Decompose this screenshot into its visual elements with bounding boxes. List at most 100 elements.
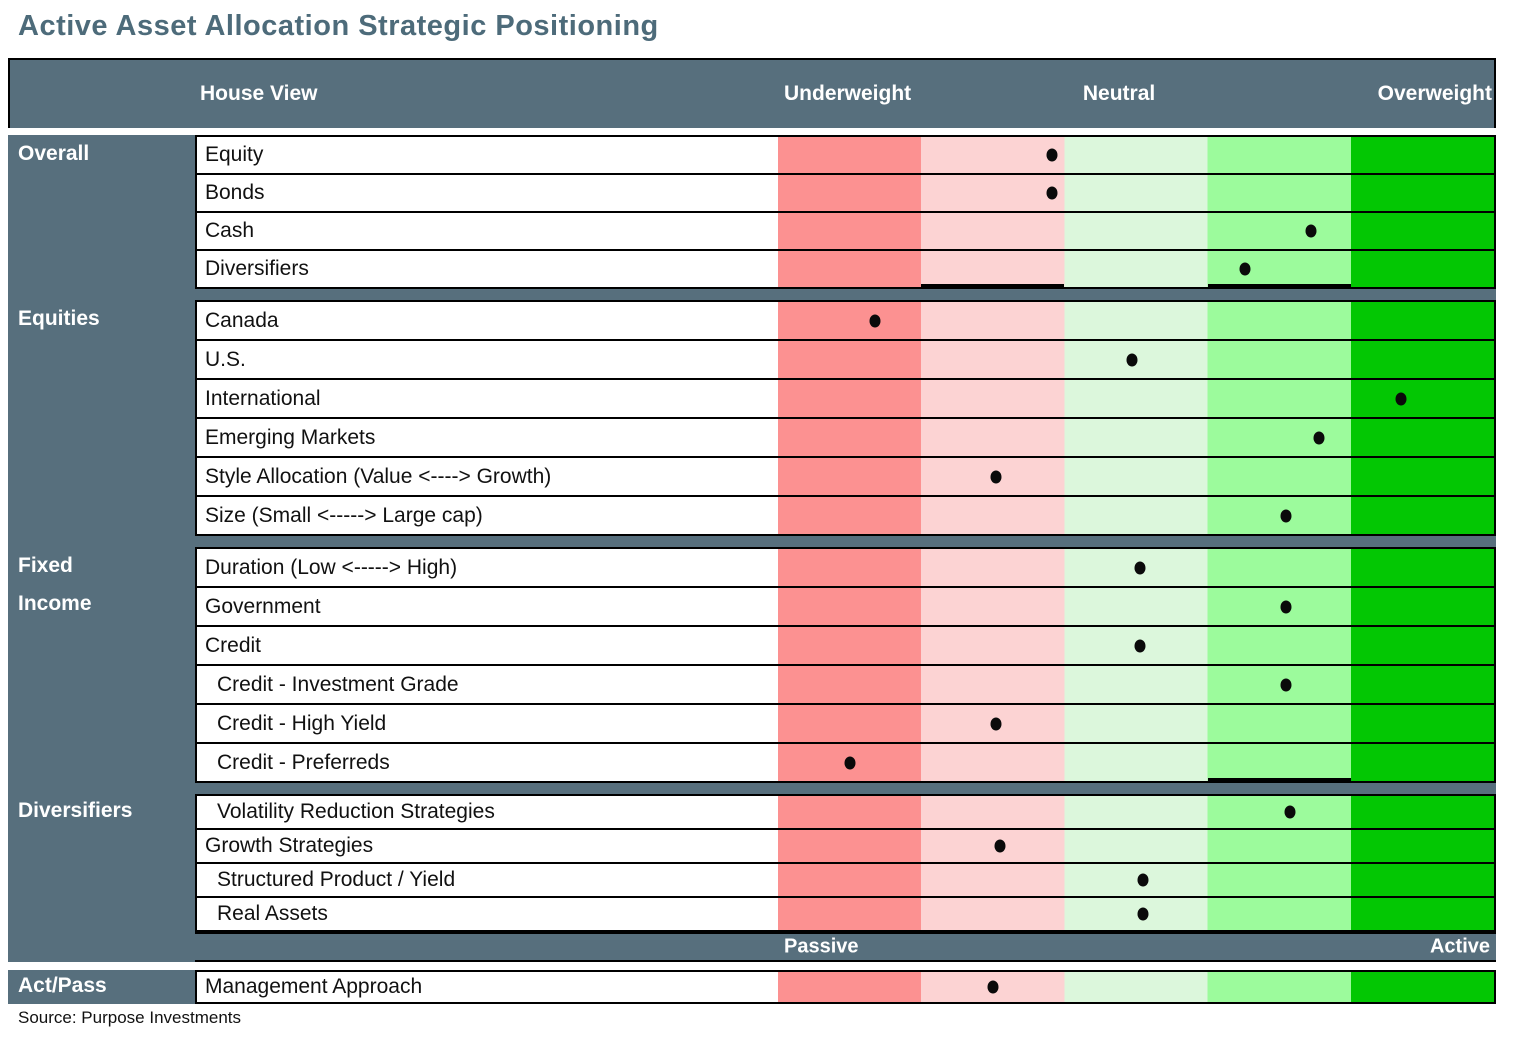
position-dot: [1395, 392, 1407, 405]
row-label: Credit: [197, 627, 778, 664]
scale-bands: [778, 213, 1494, 249]
table-row: Growth Strategies: [197, 828, 1494, 862]
overweight-header: Overweight: [1377, 82, 1492, 105]
row-label: Credit - High Yield: [197, 705, 778, 742]
group-label: Overall: [18, 142, 90, 165]
position-dot: [1284, 805, 1296, 819]
neutral-header: Neutral: [1082, 82, 1156, 105]
positioning-table: House View Underweight Neutral Overweigh…: [8, 58, 1496, 1004]
group-rows: Volatility Reduction Strategies Growth St…: [195, 794, 1496, 932]
row-label: Growth Strategies: [197, 830, 778, 862]
group-rows: Equity Bonds Cash Diversifiers: [195, 135, 1496, 289]
group-rows: Management Approach: [195, 970, 1496, 1004]
table-row: Duration (Low <-----> High): [197, 547, 1494, 586]
page-title: Active Asset Allocation Strategic Positi…: [18, 10, 659, 42]
table-row: Real Assets: [197, 896, 1494, 930]
position-dot: [1239, 262, 1251, 276]
scale-bands: [778, 380, 1494, 417]
scale-bands: [778, 175, 1494, 211]
scale-bands: [778, 497, 1494, 534]
position-dot: [1137, 873, 1149, 887]
row-label: Style Allocation (Value <----> Growth): [197, 458, 778, 495]
row-label: Credit - Investment Grade: [197, 666, 778, 703]
scale-bands: [778, 458, 1494, 495]
scale-bands: [778, 341, 1494, 378]
row-label: Emerging Markets: [197, 419, 778, 456]
group-label: Act/Pass: [18, 974, 107, 997]
row-label: Cash: [197, 213, 778, 249]
row-label: Bonds: [197, 175, 778, 211]
position-dot: [1280, 509, 1292, 522]
position-dot: [994, 839, 1006, 853]
scale-bands: [778, 137, 1494, 173]
position-dot: [1134, 639, 1146, 652]
position-dot: [990, 470, 1002, 483]
scale-bands: [778, 666, 1494, 703]
scale-bands: [778, 830, 1494, 862]
group-separator: [8, 536, 1496, 547]
scale-header: Underweight Neutral Overweight: [778, 60, 1496, 128]
scale-bands: [778, 898, 1494, 930]
group-label: Equities: [18, 307, 100, 330]
row-label: Real Assets: [197, 898, 778, 930]
table-row: Government: [197, 586, 1494, 625]
position-dot: [987, 980, 999, 994]
band-underline: [1207, 284, 1351, 287]
table-row: Style Allocation (Value <----> Growth): [197, 456, 1494, 495]
table-row: Credit - High Yield: [197, 703, 1494, 742]
scale-bands: [778, 549, 1494, 586]
row-label: U.S.: [197, 341, 778, 378]
table-row: Cash: [197, 211, 1494, 249]
scale-bands: [778, 972, 1494, 1002]
row-label: Size (Small <-----> Large cap): [197, 497, 778, 534]
scale-bands: [778, 627, 1494, 664]
position-dot: [1137, 907, 1149, 921]
scale-bands: [778, 796, 1494, 828]
band-underline: [1207, 778, 1351, 781]
group-label-box: Act/Pass: [8, 970, 195, 1004]
position-dot: [1305, 224, 1317, 238]
group-label: Fixed Income: [18, 554, 92, 615]
row-label: Credit - Preferreds: [197, 744, 778, 781]
group-separator: [8, 289, 1496, 300]
table-row: Size (Small <-----> Large cap): [197, 495, 1494, 534]
table-header-bar: House View Underweight Neutral Overweigh…: [8, 58, 1496, 128]
row-label: Government: [197, 588, 778, 625]
table-row: Canada: [197, 300, 1494, 339]
position-dot: [869, 314, 881, 327]
position-dot: [1313, 431, 1325, 444]
position-dot: [1126, 353, 1138, 366]
position-dot: [1134, 561, 1146, 574]
scale-bands: [778, 302, 1494, 339]
table-row: Credit: [197, 625, 1494, 664]
row-label: Volatility Reduction Strategies: [197, 796, 778, 828]
table-row: Volatility Reduction Strategies: [197, 794, 1494, 828]
scale-bands: [778, 419, 1494, 456]
position-dot: [1280, 600, 1292, 613]
underweight-header: Underweight: [784, 82, 912, 105]
table-row: Emerging Markets: [197, 417, 1494, 456]
source-note: Source: Purpose Investments: [18, 1008, 242, 1027]
table-row: Bonds: [197, 173, 1494, 211]
row-label: Structured Product / Yield: [197, 864, 778, 896]
active-label: Active: [1429, 935, 1490, 958]
position-dot: [844, 756, 856, 769]
table-row: Management Approach: [197, 970, 1494, 1002]
group-label-box: Overall: [8, 135, 195, 289]
table-row: U.S.: [197, 339, 1494, 378]
row-label: Canada: [197, 302, 778, 339]
group-label-box: Diversifiers: [8, 794, 195, 962]
row-label: Management Approach: [197, 972, 778, 1002]
table-row: Credit - Investment Grade: [197, 664, 1494, 703]
position-dot: [1046, 186, 1057, 200]
row-label: International: [197, 380, 778, 417]
row-label: Diversifiers: [197, 251, 778, 287]
position-dot: [1046, 148, 1057, 162]
band-underline: [921, 284, 1065, 287]
row-label: Equity: [197, 137, 778, 173]
scale-bands: [778, 744, 1494, 781]
table-row: Equity: [197, 135, 1494, 173]
scale-bands: [778, 588, 1494, 625]
group-label-box: Equities: [8, 300, 195, 536]
